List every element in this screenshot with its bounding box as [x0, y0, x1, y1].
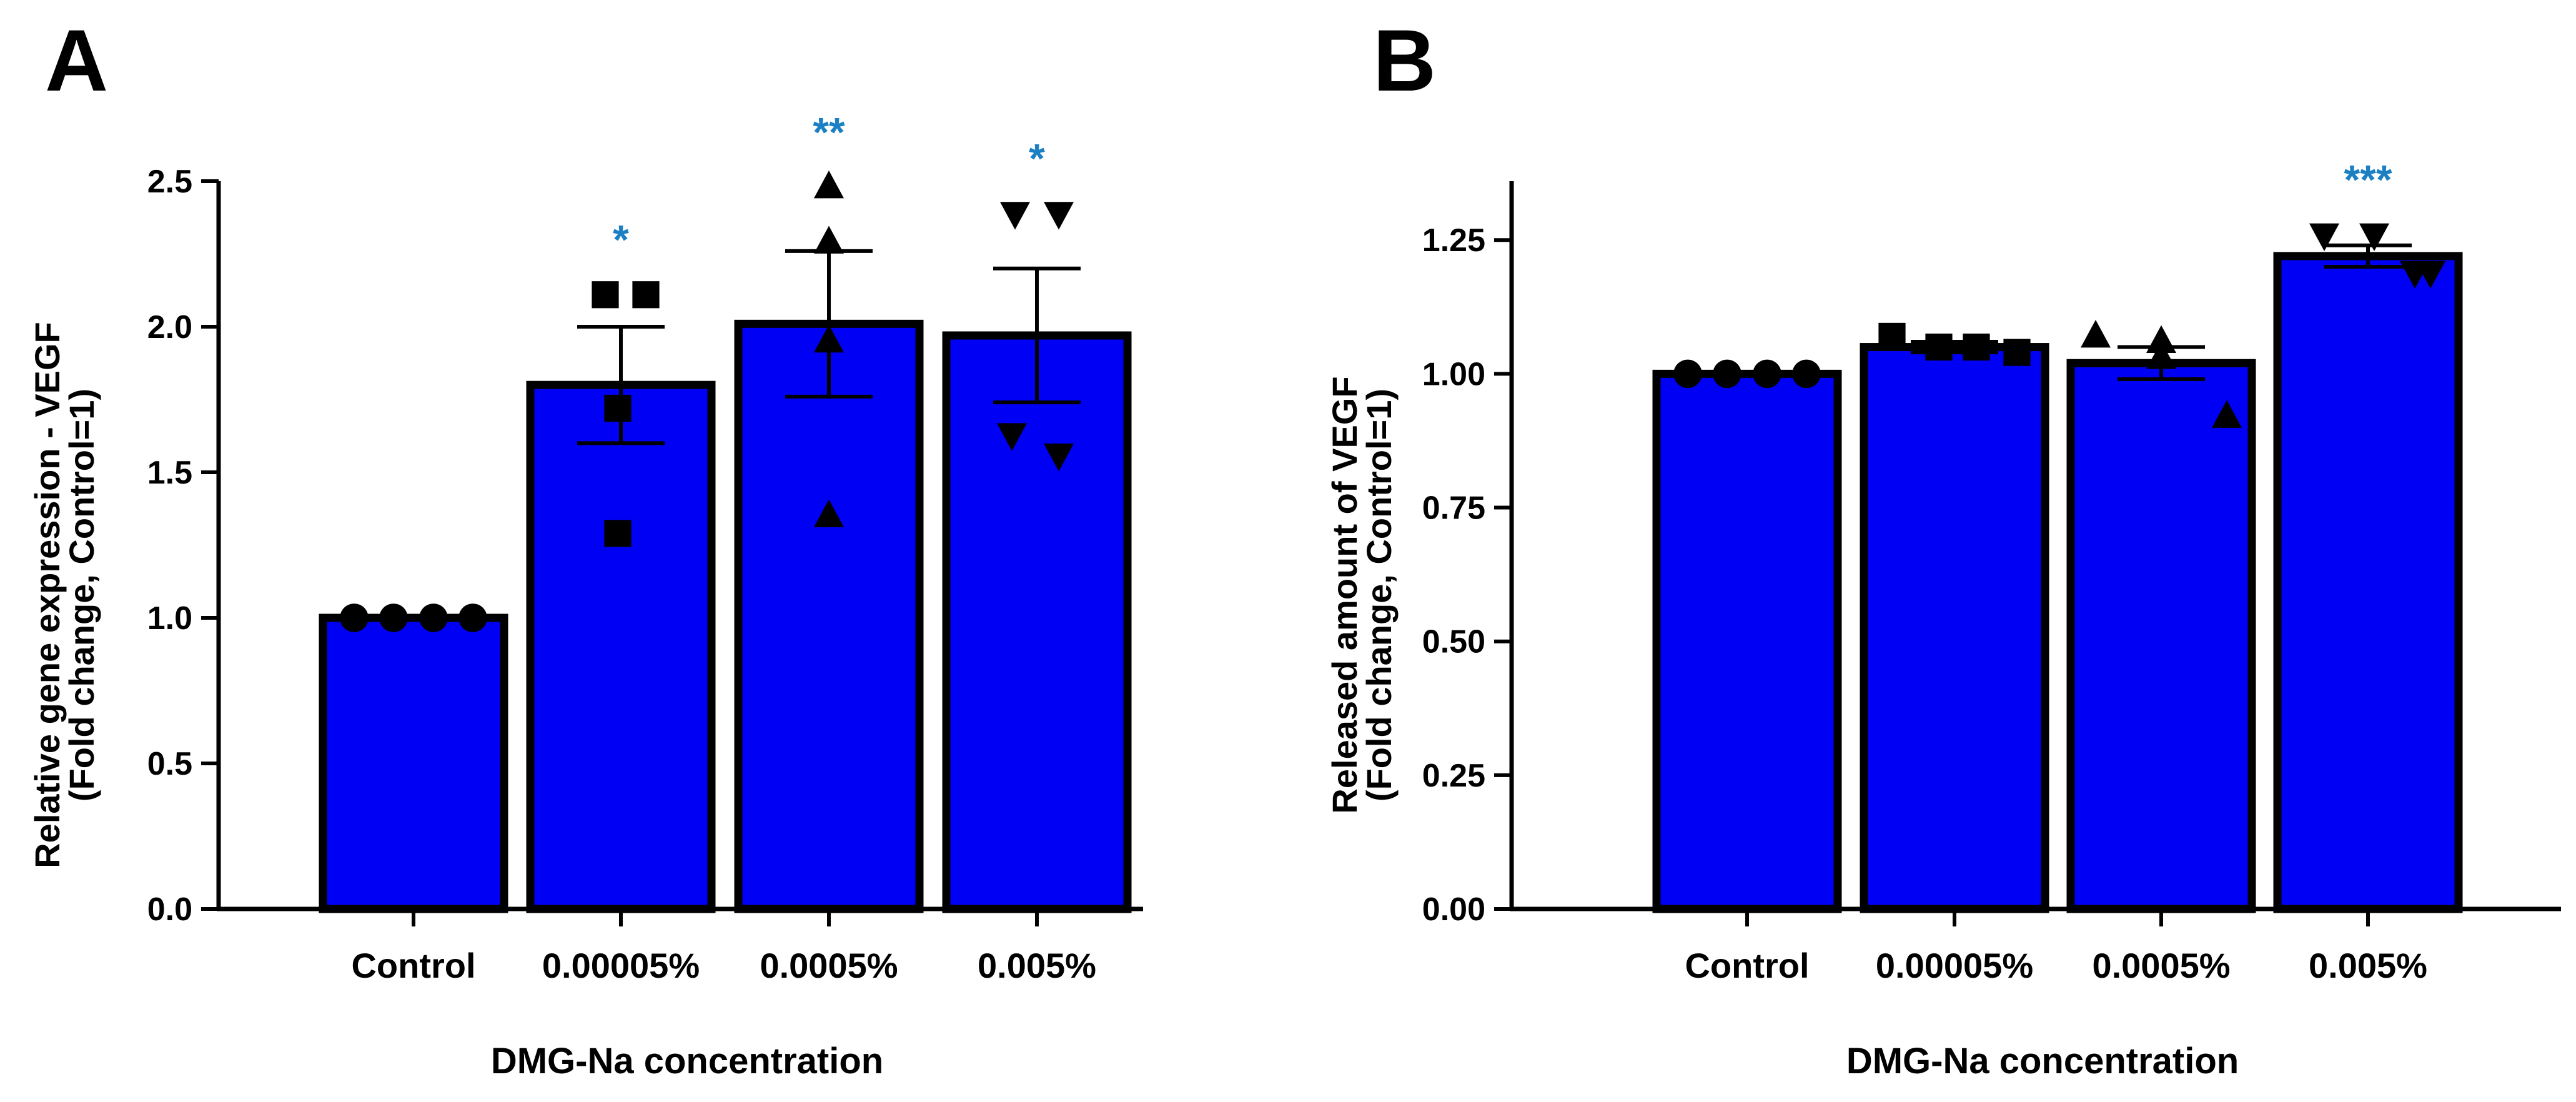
x-tick-label: 0.0005%	[2092, 946, 2230, 985]
data-point	[1925, 333, 1953, 361]
bar	[2066, 359, 2256, 913]
x-tick-label: 0.00005%	[542, 946, 700, 985]
data-point	[2309, 223, 2339, 252]
x-tick-label: 0.0005%	[760, 946, 898, 985]
data-point	[340, 603, 369, 632]
data-point	[2081, 320, 2111, 348]
significance-marker: **	[813, 109, 845, 155]
data-point	[419, 603, 448, 632]
data-point	[2359, 223, 2389, 252]
panel-a: A 0.0 0.5 1.0 1.5 2.0 2.5 Control 0.00005% 0.0005…	[27, 11, 1143, 1081]
y-tick-label: 1.00	[1422, 356, 1485, 392]
data-point	[2415, 261, 2445, 289]
panel-letter: B	[1373, 11, 1436, 109]
bar	[734, 319, 924, 913]
data-point	[2003, 339, 2031, 366]
significance-marker: *	[1029, 135, 1045, 181]
y-tick-label: 0.75	[1422, 490, 1485, 527]
y-tick-label: 0.5	[147, 746, 192, 782]
significance-marker: *	[613, 217, 629, 263]
bar	[526, 380, 716, 913]
y-tick-label: 0.50	[1422, 624, 1485, 660]
data-point	[2146, 341, 2176, 369]
data-point	[1000, 202, 1030, 230]
data-point	[379, 603, 408, 632]
bar	[319, 613, 508, 913]
x-tick-label: Control	[351, 946, 475, 985]
y-axis-title: (Fold change, Control=1)	[62, 389, 101, 802]
y-axis-title: Relative gene expression - VEGF	[27, 322, 67, 868]
panel-letter: A	[45, 11, 108, 109]
bar	[1860, 343, 2049, 913]
bar	[2273, 252, 2463, 913]
x-tick-label: 0.005%	[2309, 946, 2427, 985]
data-point	[1753, 359, 1781, 389]
data-point	[997, 423, 1027, 451]
y-axis-title: (Fold change, Control=1)	[1359, 389, 1399, 802]
data-point	[604, 520, 632, 547]
data-point	[1713, 359, 1741, 389]
data-point	[814, 226, 844, 254]
data-point	[2212, 400, 2242, 428]
data-point	[814, 324, 844, 353]
x-axis-title: DMG-Na concentration	[1846, 1041, 2239, 1081]
data-point	[632, 281, 660, 309]
bar	[942, 331, 1132, 913]
x-tick-label: Control	[1685, 946, 1809, 985]
data-point	[1878, 322, 1906, 350]
data-point	[1792, 359, 1821, 389]
y-tick-label: 0.00	[1422, 891, 1485, 928]
data-point	[1963, 333, 1990, 361]
y-tick-label: 2.5	[147, 164, 192, 200]
y-tick-label: 1.0	[147, 600, 192, 637]
y-tick-label: 1.5	[147, 455, 192, 491]
x-axis-title: DMG-Na concentration	[491, 1041, 883, 1081]
y-tick-label: 2.0	[147, 309, 192, 345]
data-point	[1673, 359, 1702, 389]
data-point	[814, 170, 844, 199]
x-tick-label: 0.005%	[978, 946, 1096, 985]
x-tick-label: 0.00005%	[1876, 946, 2033, 985]
y-tick-label: 0.0	[147, 891, 192, 928]
y-tick-label: 0.25	[1422, 758, 1485, 794]
y-tick-label: 1.25	[1422, 222, 1485, 259]
y-axis-title: Released amount of VEGF	[1325, 376, 1364, 813]
data-point	[592, 281, 619, 309]
data-point	[1044, 444, 1074, 472]
data-point	[458, 603, 487, 632]
data-point	[814, 499, 844, 527]
significance-marker: ***	[2344, 157, 2392, 203]
data-point	[1044, 202, 1074, 230]
panel-b: B 0.00 0.25 0.50 0.75 1.00 1.25 Control 0.00005%…	[1325, 11, 2561, 1081]
data-point	[2146, 325, 2176, 353]
bar	[1652, 369, 1842, 913]
data-point	[604, 394, 632, 422]
